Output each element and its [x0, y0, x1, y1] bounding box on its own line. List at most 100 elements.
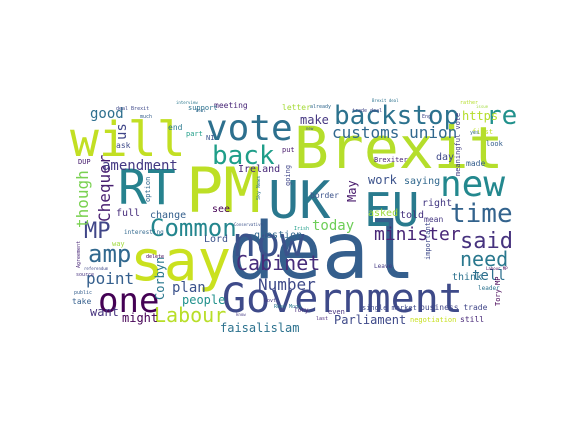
cloud-word: tell [472, 268, 506, 284]
cloud-word: full [116, 208, 140, 219]
cloud-word: backstop [334, 101, 459, 131]
cloud-word: way [112, 240, 125, 248]
cloud-word: today [312, 218, 354, 234]
cloud-word: last [316, 316, 328, 322]
cloud-word: know [236, 312, 246, 317]
cloud-word: NI [206, 134, 214, 142]
cloud-word: put [282, 146, 295, 154]
cloud-word: business trade [420, 303, 488, 312]
cloud-word: time [450, 199, 513, 229]
cloud-word: even [328, 308, 345, 316]
cloud-word: change [150, 210, 186, 221]
cloud-word: border [310, 191, 339, 200]
cloud-word: new [440, 164, 505, 205]
cloud-word: Sky News [256, 176, 262, 200]
cloud-word: Tory [294, 307, 309, 314]
cloud-word: leader [478, 285, 500, 292]
cloud-word: told [400, 210, 424, 221]
cloud-word: Lord [204, 234, 228, 245]
cloud-word: us [114, 123, 130, 140]
cloud-word: re [486, 101, 517, 131]
cloud-word: think [452, 272, 482, 283]
cloud-word: EU [364, 183, 419, 237]
cloud-word: make [300, 113, 329, 127]
cloud-word: back [212, 141, 275, 171]
cloud-word: going [284, 165, 292, 186]
cloud-word: plan [172, 280, 206, 296]
cloud-word: Brexit [294, 114, 504, 182]
cloud-word: will [70, 112, 186, 168]
cloud-word: part [186, 130, 203, 138]
cloud-word: Eng [422, 114, 431, 120]
cloud-word: already [310, 104, 331, 110]
cloud-word: look [486, 140, 504, 148]
cloud-word: Number [258, 275, 316, 294]
cloud-word: saying [404, 176, 440, 187]
cloud-word: question [254, 230, 302, 241]
cloud-word: Rees Mogg [274, 304, 301, 310]
cloud-word: minister [374, 224, 461, 245]
cloud-word: amendment [102, 158, 178, 174]
cloud-word: take [72, 297, 91, 306]
cloud-word: people [182, 293, 225, 307]
cloud-word: single market [362, 304, 417, 312]
cloud-word: faisalislam [220, 321, 299, 335]
cloud-word: Government [222, 276, 463, 322]
cloud-word: Parliament [334, 313, 406, 327]
cloud-word: said [460, 229, 513, 254]
cloud-word: point [86, 269, 134, 288]
cloud-word: Common [150, 214, 237, 242]
cloud-word: amp [88, 240, 131, 268]
cloud-word: Corbyn [153, 257, 167, 300]
cloud-word: deal Brexit [116, 106, 149, 112]
cloud-word: now [232, 220, 305, 266]
cloud-word: ask [116, 141, 131, 150]
cloud-word: Labour MP [486, 266, 508, 271]
cloud-word: vote [206, 108, 293, 149]
cloud-word: referendum [84, 266, 109, 271]
cloud-word: end [168, 123, 183, 132]
cloud-word: MP [84, 219, 111, 244]
cloud-word: one [98, 281, 159, 321]
cloud-word: Chequer [95, 154, 114, 222]
cloud-word: Irish [294, 226, 309, 232]
cloud-word: first [472, 128, 493, 136]
cloud-word: Brexit deal [372, 98, 399, 103]
cloud-word: Labour [154, 303, 226, 327]
cloud-word: option [144, 177, 152, 202]
cloud-word: work [368, 173, 398, 187]
cloud-word: May [345, 180, 359, 202]
cloud-word: deal [228, 207, 416, 297]
cloud-word: trade deal [352, 108, 382, 114]
cloud-word: need [460, 247, 508, 271]
cloud-word: Deal [196, 108, 206, 113]
cloud-word: Conservative [234, 222, 263, 227]
cloud-word: important [424, 222, 432, 260]
word-cloud-panel [72, 100, 518, 326]
cloud-word: Govt [264, 298, 276, 304]
cloud-word: new [306, 126, 314, 131]
cloud-word: though [73, 170, 92, 228]
cloud-word: Agreement [76, 241, 82, 268]
cloud-word: negotiation [410, 316, 456, 324]
cloud-word: source [76, 272, 94, 278]
cloud-word: might [122, 311, 158, 325]
cloud-word: still [460, 315, 484, 324]
cloud-word: meeting [214, 101, 248, 110]
cloud-word: customs union [332, 123, 457, 142]
cloud-word: DUP [78, 158, 91, 166]
cloud-word: support [188, 104, 218, 112]
cloud-word: https [462, 109, 498, 123]
cloud-word: see [212, 204, 230, 215]
cloud-word: asked [368, 208, 398, 219]
cloud-word: interesting [124, 229, 164, 236]
cloud-word: issue [476, 104, 489, 109]
cloud-word: yes [470, 130, 479, 136]
cloud-word: made [466, 159, 485, 168]
cloud-word: Ireland [238, 164, 280, 175]
cloud-word: mean [424, 215, 443, 224]
cloud-word: PM [186, 154, 261, 227]
cloud-word: Cabinet [236, 251, 320, 275]
cloud-word: say [130, 229, 231, 294]
